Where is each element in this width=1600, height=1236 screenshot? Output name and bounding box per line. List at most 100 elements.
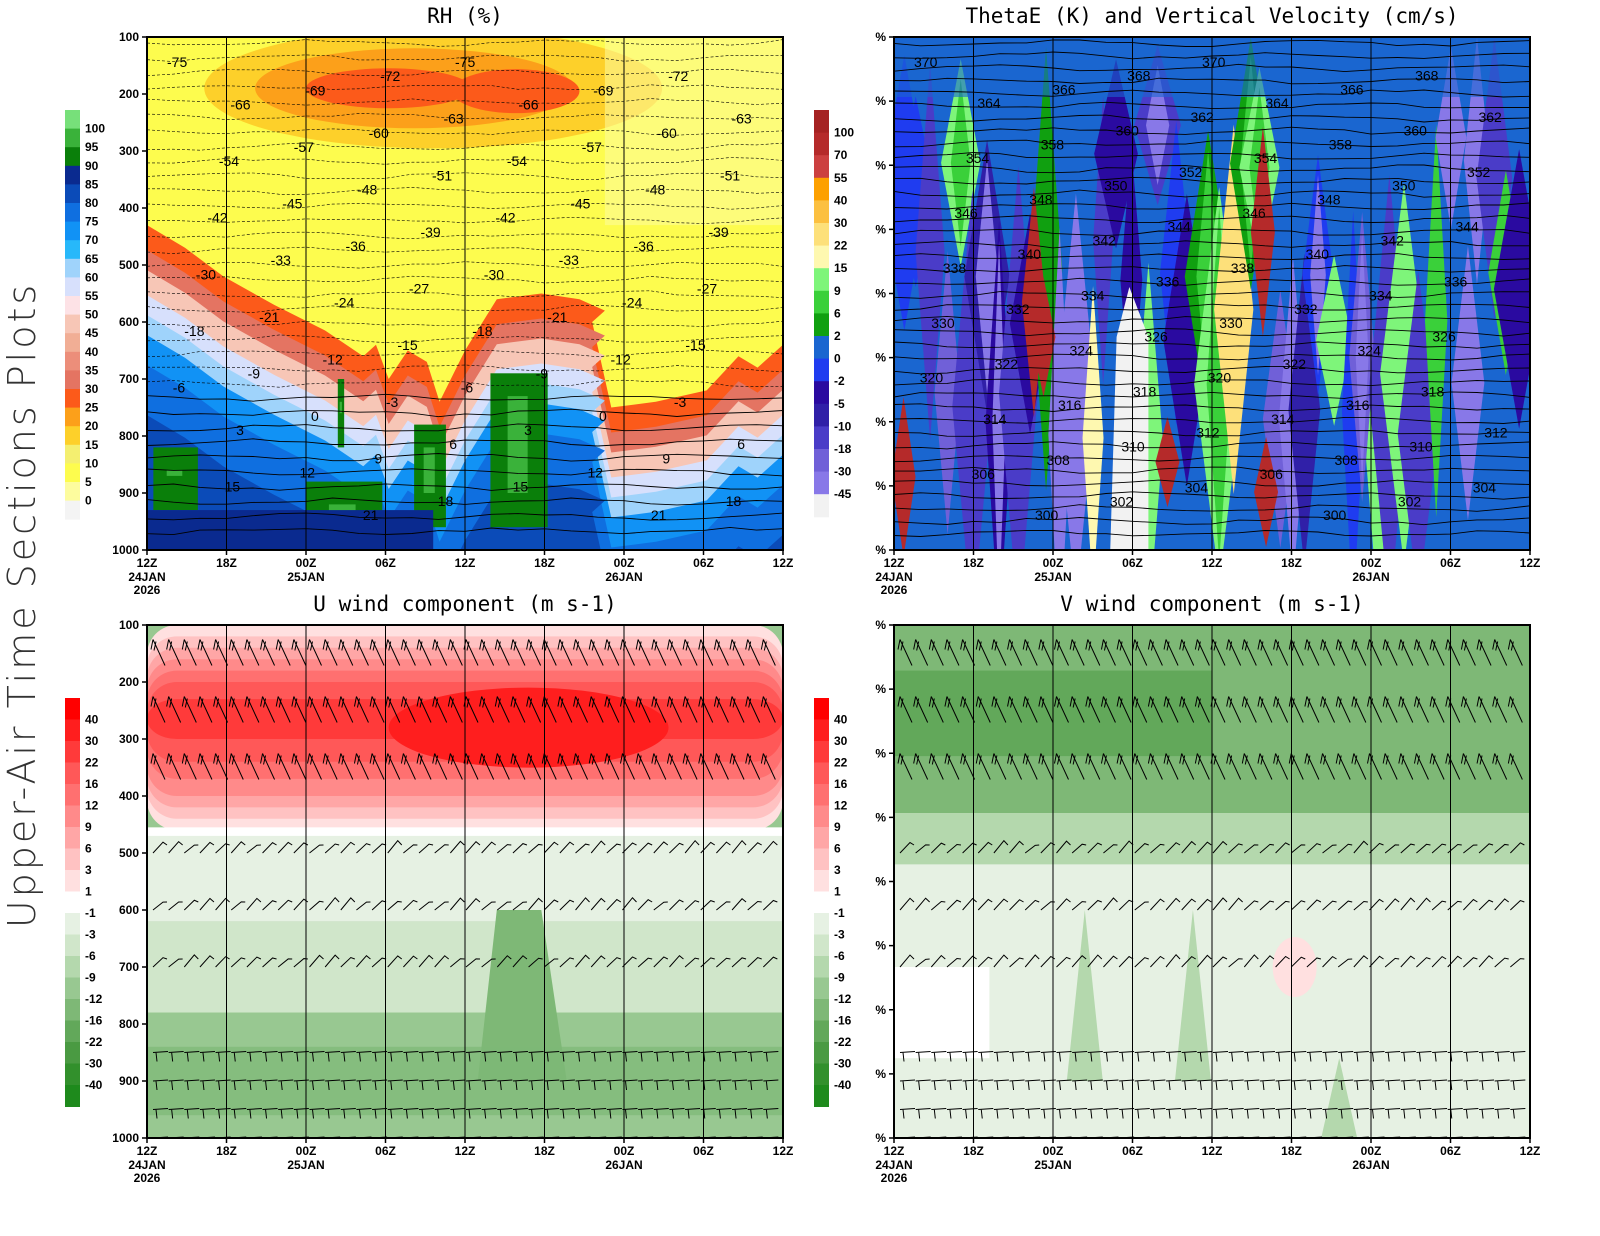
wind-barb	[915, 897, 930, 911]
wind-barb	[447, 753, 463, 780]
wind-barb	[168, 958, 183, 968]
contour-label: 330	[1219, 315, 1243, 331]
wind-barb	[340, 1079, 356, 1091]
wind-barb	[899, 1079, 916, 1091]
colorbar-swatch	[814, 426, 829, 450]
wind-barb	[150, 639, 166, 666]
wind-barb	[1163, 696, 1179, 723]
wind-barb	[1288, 639, 1304, 666]
contour-label: -3	[674, 394, 687, 410]
wind-barb	[228, 753, 244, 780]
wind-barb	[1304, 753, 1320, 780]
colorbar-label: 15	[834, 261, 848, 275]
wind-barb	[526, 753, 542, 780]
wind-barb	[1226, 696, 1242, 723]
colorbar-swatch	[814, 1063, 829, 1086]
wind-barb	[1335, 639, 1351, 666]
colorbar-swatch	[814, 805, 829, 828]
wind-barb	[899, 897, 915, 911]
wind-barb	[291, 639, 307, 666]
x-tick-label: 06Z	[693, 1144, 714, 1158]
wind-barb	[731, 839, 747, 854]
wind-barb	[526, 639, 542, 666]
wind-barb	[403, 899, 418, 911]
wind-barb	[1212, 956, 1228, 968]
wind-barb	[181, 753, 197, 780]
x-tick-label: 00Z	[614, 1144, 635, 1158]
wind-barb	[747, 842, 762, 854]
wind-barb	[1353, 1051, 1369, 1062]
wind-barb	[682, 639, 698, 666]
colorbar-swatch	[814, 848, 829, 871]
contour-label: -6	[173, 380, 186, 396]
wind-barb	[731, 898, 747, 911]
wind-barb	[557, 639, 573, 666]
wind-barb	[322, 696, 338, 723]
wind-barb	[1179, 753, 1195, 780]
contour-line	[147, 69, 783, 76]
wind-barb	[353, 753, 369, 780]
wind-barb	[1147, 639, 1163, 666]
wind-barb	[1385, 1108, 1401, 1119]
wind-barb	[1056, 956, 1071, 968]
wind-barb	[1212, 897, 1228, 911]
wind-barb	[747, 900, 762, 911]
wind-barb	[387, 839, 403, 854]
contour-label: -12	[611, 351, 631, 367]
contour-line	[147, 246, 783, 254]
wind-barb	[591, 1108, 607, 1119]
contour-label: 364	[977, 95, 1001, 111]
colorbar-label: 22	[834, 756, 848, 770]
x-tick-label: 00Z	[1361, 556, 1382, 570]
wind-barb	[293, 958, 308, 968]
wind-barb	[1337, 843, 1353, 854]
wind-barb	[215, 897, 230, 911]
wind-barb	[1338, 1108, 1354, 1119]
y-tick-label: %	[875, 287, 886, 301]
wind-barb	[1132, 753, 1148, 780]
wind-barb	[637, 957, 653, 968]
wind-barb	[1243, 844, 1259, 854]
wind-barb	[897, 753, 913, 780]
wind-barb	[1413, 639, 1429, 666]
colorbar-swatch	[814, 132, 829, 156]
wind-barb	[215, 956, 230, 968]
colorbar-swatch	[65, 913, 80, 935]
wind-barb	[400, 639, 416, 666]
colorbar-label: 100	[85, 122, 105, 136]
x-date-label: 25JAN	[1034, 570, 1071, 584]
wind-barb	[977, 956, 993, 968]
colorbar-swatch	[65, 719, 80, 742]
colorbar-label: 3	[834, 863, 841, 877]
wind-barb	[544, 1079, 560, 1091]
x-tick-label: 12Z	[773, 1144, 794, 1158]
x-tick-label: 06Z	[693, 556, 714, 570]
y-tick-label: %	[875, 618, 886, 632]
wind-barb	[262, 1051, 278, 1062]
x-tick-label: 00Z	[1043, 556, 1064, 570]
colorbar-swatch	[65, 389, 80, 409]
wind-barb	[1085, 696, 1101, 723]
wind-barb	[1400, 1051, 1416, 1062]
panel-v: V wind component (m s-1)%%%%%%%%%12Z 18Z 0…	[814, 592, 1540, 1185]
colorbar-swatch	[814, 934, 829, 957]
wind-barb	[338, 639, 354, 666]
wind-barb	[1507, 753, 1523, 780]
contour-label: 342	[1381, 232, 1405, 248]
wind-barb	[309, 954, 324, 968]
wind-barb	[419, 1108, 435, 1119]
colorbar-swatch	[65, 184, 80, 204]
colorbar-swatch	[814, 956, 829, 978]
wind-barb	[215, 843, 230, 854]
wind-barb	[622, 1051, 638, 1062]
contour-label: 348	[1317, 191, 1341, 207]
wind-barb	[1212, 1108, 1229, 1119]
colorbar-swatch	[65, 784, 80, 806]
wind-barb	[977, 841, 993, 854]
wind-barb	[1290, 900, 1306, 911]
wind-barb	[541, 753, 557, 780]
wind-barb	[1257, 753, 1273, 780]
wind-barb	[228, 639, 244, 666]
colorbar-swatch	[65, 203, 80, 223]
x-tick-label: 12Z	[455, 1144, 476, 1158]
